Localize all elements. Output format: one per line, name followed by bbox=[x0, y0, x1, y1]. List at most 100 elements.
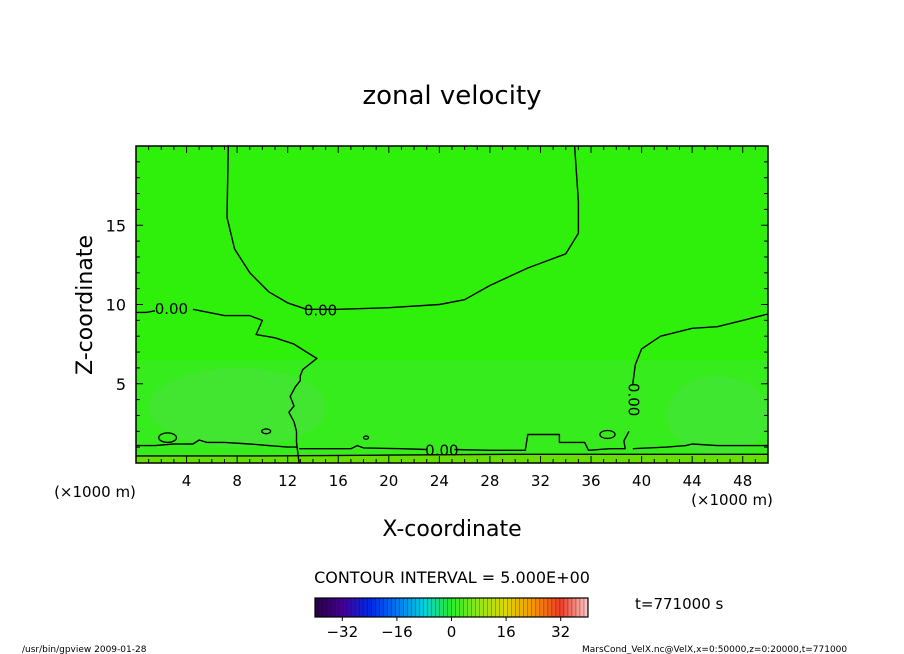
colorbar-segment bbox=[439, 598, 444, 617]
colorbar-segment bbox=[351, 598, 356, 617]
colorbar-segment bbox=[419, 598, 424, 617]
colorbar-segment bbox=[435, 598, 440, 617]
contour-loop bbox=[362, 435, 370, 440]
contour-label: 0.00 bbox=[304, 301, 337, 319]
colorbar-segment bbox=[523, 598, 529, 617]
x-tick-label: 32 bbox=[531, 472, 550, 490]
colorbar-segment bbox=[391, 598, 396, 617]
x-tick-label: 28 bbox=[480, 472, 499, 490]
colorbar-segment bbox=[495, 598, 500, 617]
contour-label: 0.00 bbox=[425, 442, 458, 460]
colorbar-segment bbox=[423, 598, 428, 617]
colorbar-segment bbox=[471, 598, 476, 617]
colorbar-segment bbox=[503, 598, 509, 617]
colorbar-segment bbox=[323, 598, 328, 617]
colorbar: −32 −16 0 16 32 bbox=[314, 597, 589, 641]
colorbar-segment bbox=[563, 598, 569, 617]
colorbar-segment bbox=[531, 598, 537, 617]
colorbar-segment bbox=[491, 598, 496, 617]
colorbar-segment bbox=[583, 598, 589, 617]
colorbar-segment bbox=[483, 598, 488, 617]
colorbar-segment bbox=[455, 598, 460, 617]
velocity-patch bbox=[666, 375, 768, 456]
x-tick-label: 8 bbox=[232, 472, 242, 490]
contour-line bbox=[226, 145, 580, 310]
contour-line bbox=[632, 443, 768, 450]
y-axis-label: Z-coordinate bbox=[73, 235, 98, 375]
colorbar-segment bbox=[431, 598, 436, 617]
chart-title: zonal velocity bbox=[362, 81, 541, 111]
colorbar-segment bbox=[567, 598, 573, 617]
contour-line bbox=[454, 430, 630, 451]
colorbar-segment bbox=[539, 598, 545, 617]
colorbar-segment bbox=[427, 598, 432, 617]
contour-label: 0.00 bbox=[624, 383, 642, 416]
colorbar-segment bbox=[399, 598, 404, 617]
colorbar-segment bbox=[499, 598, 504, 617]
colorbar-segment bbox=[463, 598, 468, 617]
velocity-patch bbox=[148, 367, 326, 448]
colorbar-segment bbox=[579, 598, 585, 617]
colorbar-segment bbox=[339, 598, 344, 617]
colorbar-segment bbox=[355, 598, 360, 617]
colorbar-tick-label: −16 bbox=[381, 623, 413, 641]
colorbar-segment bbox=[507, 598, 513, 617]
x-tick-label: 20 bbox=[379, 472, 398, 490]
x-tick-label: 44 bbox=[683, 472, 702, 490]
colorbar-segment bbox=[547, 598, 553, 617]
colorbar-segment bbox=[347, 598, 352, 617]
x-tick-label: 48 bbox=[733, 472, 752, 490]
contour-line bbox=[136, 453, 768, 457]
colorbar-segment bbox=[459, 598, 464, 617]
colorbar-segment bbox=[527, 598, 533, 617]
colorbar-segment bbox=[395, 598, 400, 617]
contour-label: 0.00 bbox=[155, 300, 188, 318]
colorbar-segment bbox=[387, 598, 392, 617]
colorbar-segment bbox=[551, 598, 557, 617]
x-axis-ticks: 4 8 12 16 20 24 28 32 36 40 44 48 bbox=[148, 146, 756, 490]
contour-interval-label: CONTOUR INTERVAL = 5.000E+00 bbox=[314, 568, 590, 587]
colorbar-segment bbox=[575, 598, 581, 617]
footer-program-date: /usr/bin/gpview 2009-01-28 bbox=[22, 645, 147, 654]
colorbar-segment bbox=[363, 598, 368, 617]
x-tick-label: 16 bbox=[329, 472, 348, 490]
time-label: t=771000 s bbox=[635, 595, 723, 613]
x-unit-label-left: (×1000 m) bbox=[54, 483, 136, 501]
x-axis-label: X-coordinate bbox=[382, 517, 521, 542]
colorbar-segment bbox=[359, 598, 364, 617]
y-tick-label: 5 bbox=[116, 375, 126, 394]
colorbar-segment bbox=[447, 598, 452, 617]
colorbar-segment bbox=[315, 598, 320, 617]
colorbar-segment bbox=[555, 598, 561, 617]
colorbar-segment bbox=[451, 598, 456, 617]
colorbar-segment bbox=[511, 598, 517, 617]
footer-data-source: MarsCond_VelX.nc@VelX,x=0:50000,z=0:2000… bbox=[582, 645, 847, 654]
colorbar-segment bbox=[467, 598, 472, 617]
colorbar-segment bbox=[383, 598, 388, 617]
y-tick-label: 15 bbox=[106, 216, 126, 235]
colorbar-segment bbox=[343, 598, 348, 617]
colorbar-segment bbox=[411, 598, 416, 617]
colorbar-segment bbox=[335, 598, 340, 617]
y-tick-label: 10 bbox=[106, 296, 126, 315]
colorbar-segment bbox=[319, 598, 324, 617]
colorbar-tick-label: 16 bbox=[497, 623, 516, 641]
colorbar-segment bbox=[327, 598, 332, 617]
colorbar-tick-label: −32 bbox=[326, 623, 358, 641]
colorbar-segment bbox=[403, 598, 408, 617]
colorbar-tick-label: 32 bbox=[551, 623, 570, 641]
colorbar-segment bbox=[515, 598, 521, 617]
colorbar-segment bbox=[407, 598, 412, 617]
contour-line bbox=[299, 444, 427, 451]
colorbar-segment bbox=[371, 598, 376, 617]
colorbar-segment bbox=[559, 598, 565, 617]
x-unit-label-right: (×1000 m) bbox=[691, 491, 773, 509]
contour-loop bbox=[158, 432, 178, 444]
contour-lines bbox=[136, 145, 769, 464]
contour-line bbox=[192, 308, 318, 464]
colorbar-segment bbox=[519, 598, 525, 617]
x-tick-label: 4 bbox=[182, 472, 192, 490]
colorbar-segment bbox=[367, 598, 372, 617]
colorbar-segment bbox=[375, 598, 380, 617]
